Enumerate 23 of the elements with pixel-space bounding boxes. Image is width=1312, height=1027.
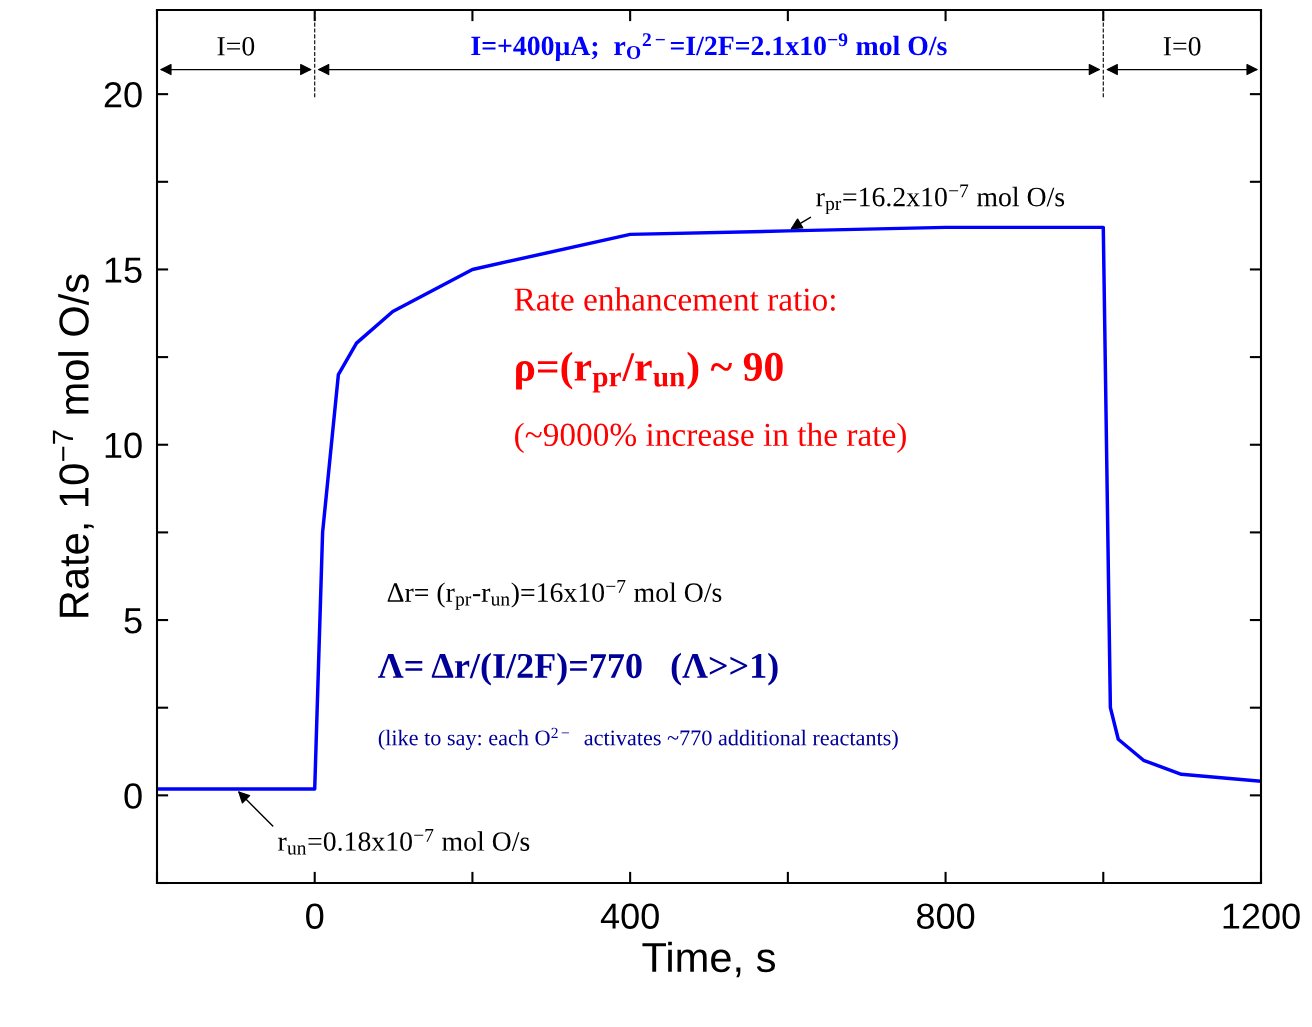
x-tick-label: 0: [306, 903, 324, 929]
annotation: Rate enhancement ratio:: [514, 287, 835, 311]
x-axis-title: Time, s: [642, 941, 776, 978]
y-tick-label: 5: [124, 608, 142, 634]
y-tick-label: 10: [105, 432, 142, 459]
annotation: I=0: [1163, 36, 1201, 56]
annotation: (like to say: each O$^{2−}$ activates ~770 additional reactants): [378, 727, 898, 750]
x-tick-label: 1200: [1223, 903, 1300, 929]
annotation: ρ=(r$_{pr}$/r$_{un}$) ~ 90: [516, 351, 783, 393]
annotation: Λ= Δr/(I/2F)=770 (Λ>>1): [378, 652, 778, 686]
annotation: I=0: [217, 36, 255, 56]
y-tick-label: 0: [124, 783, 142, 809]
annotation: Δr= (r$_{pr}$-r$_{un}$)=16x10$^{−7}$ mol O/s: [387, 580, 722, 610]
annotation: I=+400μA; r$_{O}$$^{2−}$=I/2F=2.1x10$^{−9}$ mol O/s: [471, 33, 947, 61]
annotation: (~9000% increase in the rate): [515, 422, 906, 453]
annotation: r$_{un}$=0.18x10$^{−7}$ mol O/s: [278, 828, 530, 855]
annotation: r$_{pr}$=16.2x10$^{−7}$ mol O/s: [816, 184, 1065, 215]
y-axis-title: Rate, 10$^{−7}$ mol O/s: [52, 274, 94, 617]
line-series: [157, 225, 1261, 791]
y-tick-label: 15: [105, 257, 142, 283]
x-tick-label: 800: [917, 903, 975, 929]
y-tick-label: 20: [104, 82, 142, 108]
x-tick-label: 400: [600, 903, 659, 929]
